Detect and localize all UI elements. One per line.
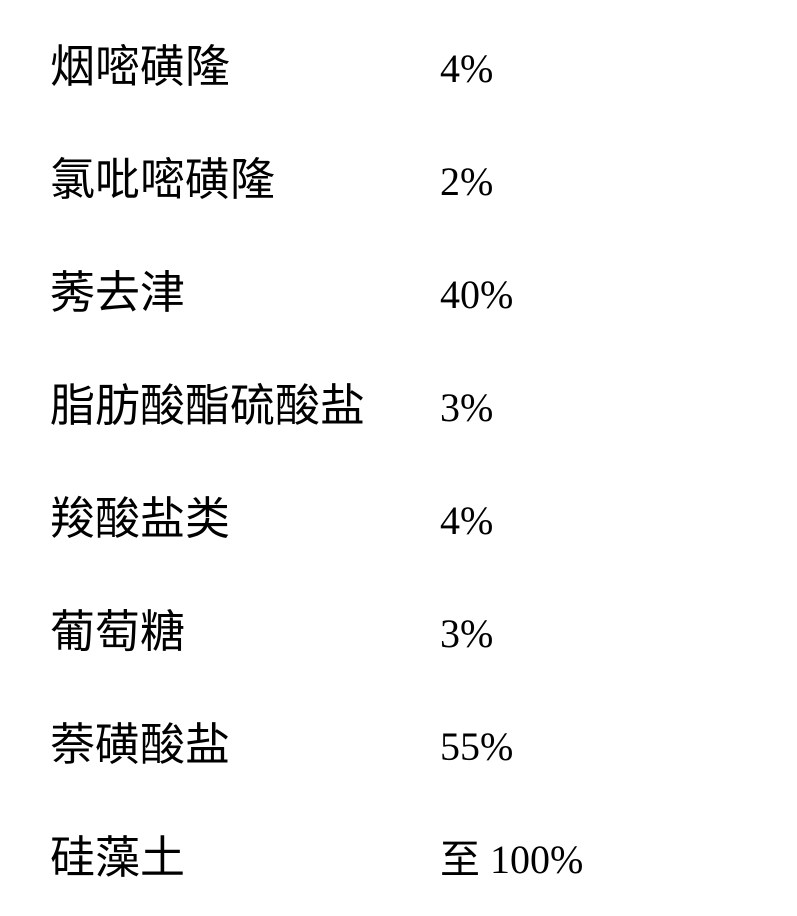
ingredient-label: 葡萄糖 — [50, 595, 440, 660]
table-row: 葡萄糖 3% — [50, 595, 747, 660]
ingredient-value: 3% — [440, 384, 493, 431]
ingredient-label: 氯吡嘧磺隆 — [50, 143, 440, 208]
ingredient-label: 莠去津 — [50, 256, 440, 321]
ingredient-label: 烟嘧磺隆 — [50, 30, 440, 95]
ingredient-label: 脂肪酸酯硫酸盐 — [50, 369, 440, 434]
ingredient-value: 2% — [440, 158, 493, 205]
table-row: 烟嘧磺隆 4% — [50, 30, 747, 95]
ingredient-value: 55% — [440, 723, 513, 770]
ingredient-label: 硅藻土 — [50, 821, 440, 886]
table-row: 脂肪酸酯硫酸盐 3% — [50, 369, 747, 434]
table-row: 羧酸盐类 4% — [50, 482, 747, 547]
ingredient-table: 烟嘧磺隆 4% 氯吡嘧磺隆 2% 莠去津 40% 脂肪酸酯硫酸盐 3% 羧酸盐类… — [0, 0, 797, 916]
ingredient-value: 3% — [440, 610, 493, 657]
table-row: 莠去津 40% — [50, 256, 747, 321]
table-row: 萘磺酸盐 55% — [50, 708, 747, 773]
table-row: 硅藻土 至 100% — [50, 821, 747, 886]
table-row: 氯吡嘧磺隆 2% — [50, 143, 747, 208]
ingredient-label: 萘磺酸盐 — [50, 708, 440, 773]
ingredient-value: 至 100% — [440, 827, 583, 885]
ingredient-value: 4% — [440, 45, 493, 92]
ingredient-value: 4% — [440, 497, 493, 544]
ingredient-value: 40% — [440, 271, 513, 318]
ingredient-label: 羧酸盐类 — [50, 482, 440, 547]
